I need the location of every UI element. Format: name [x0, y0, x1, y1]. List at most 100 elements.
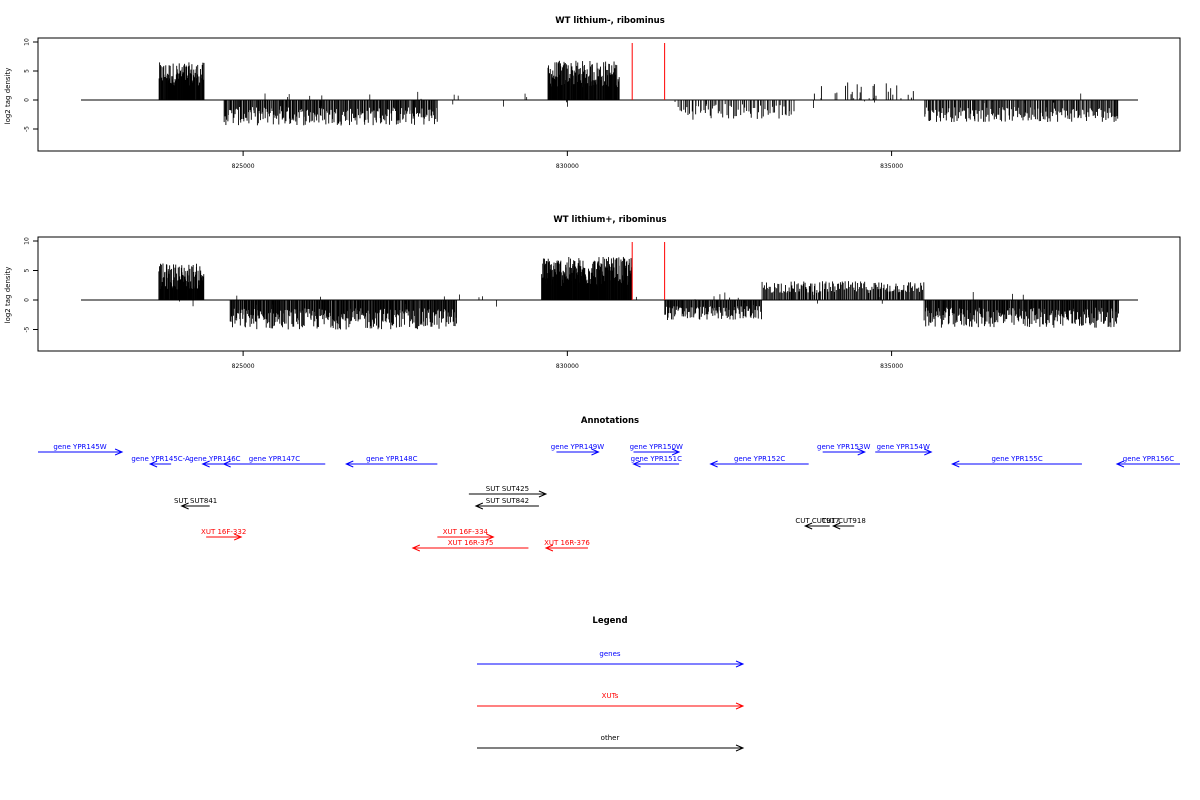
plot-frame: [37, 37, 1181, 152]
annotation-feature: gene YPR152C: [709, 455, 809, 468]
y-tick-label: 0: [24, 298, 31, 302]
arrow-head-left-icon: [222, 460, 231, 468]
x-tick-label: 835000: [880, 163, 903, 170]
annotation-feature: gene YPR146C: [189, 455, 241, 468]
feature-label: gene YPR151C: [631, 455, 682, 463]
feature-label: gene YPR150W: [630, 443, 683, 451]
arrow-head-left-icon: [951, 460, 960, 468]
arrow-head-left-icon: [632, 460, 641, 468]
feature-label: gene YPR156C: [1123, 455, 1174, 463]
x-tick-label: 835000: [880, 363, 903, 370]
annotation-feature: SUT SUT425: [468, 485, 548, 498]
annotation-feature: gene YPR150W: [630, 443, 683, 456]
arrow-head-right-icon: [233, 533, 243, 541]
y-tick-label: 10: [24, 38, 31, 46]
marker-lines: [631, 43, 666, 100]
annotation-feature: XUT 16R-375: [411, 539, 529, 552]
track-panel-lithium-plus: WT lithium+, ribominus log2 tag density …: [4, 215, 1181, 370]
annotation-feature: gene YPR156C: [1115, 455, 1180, 468]
feature-label: gene YPR146C: [189, 455, 240, 463]
x-tick-label: 825000: [232, 163, 255, 170]
annotation-feature: gene YPR153W: [817, 443, 870, 456]
feature-label: XUT 16F-332: [201, 528, 246, 536]
y-axis-label: log2 tag density: [4, 267, 12, 324]
arrow-head-left-icon: [411, 544, 421, 552]
legend-item: genes: [477, 650, 745, 668]
feature-label: XUT 16R-376: [544, 539, 590, 547]
plot-frame: [37, 236, 1181, 352]
annotation-feature: gene YPR148C: [345, 455, 438, 468]
legend-item: other: [477, 734, 745, 752]
x-tick-label: 825000: [232, 363, 255, 370]
feature-label: XUT 16F-334: [443, 528, 489, 536]
feature-label: gene YPR153W: [817, 443, 870, 451]
arrow-head-right-icon: [735, 702, 745, 710]
legend-label: XUTs: [602, 692, 619, 700]
feature-label: gene YPR148C: [366, 455, 417, 463]
feature-label: gene YPR154W: [877, 443, 930, 451]
legend: Legend genes XUTs other: [477, 616, 745, 752]
arrow-head-right-icon: [486, 533, 495, 541]
panel-title: WT lithium-, ribominus: [555, 16, 665, 26]
arrow-head-right-icon: [924, 448, 933, 456]
feature-label: SUT SUT842: [486, 497, 529, 505]
annotation-feature: XUT 16R-376: [544, 539, 590, 552]
y-tick-label: -5: [24, 126, 31, 132]
arrow-head-right-icon: [591, 448, 600, 456]
density-bars: [81, 256, 1138, 330]
annotation-feature: CUT CUT918: [822, 517, 866, 530]
feature-label: gene YPR145C-A: [131, 455, 190, 463]
arrow-head-left-icon: [831, 522, 841, 530]
annotation-feature: gene YPR151C: [631, 455, 682, 468]
arrow-head-left-icon: [345, 460, 354, 468]
legend-item: XUTs: [477, 692, 745, 710]
annotation-feature: gene YPR149W: [551, 443, 604, 456]
arrow-head-right-icon: [671, 448, 681, 456]
axis-ticks: 825000 830000 835000 10 5 0 -5: [24, 38, 904, 170]
feature-label: gene YPR155C: [991, 455, 1042, 463]
feature-label: CUT CUT918: [822, 517, 866, 525]
annotation-feature: gene YPR147C: [222, 455, 326, 468]
annotation-feature: SUT SUT842: [474, 497, 539, 510]
legend-title: Legend: [592, 616, 627, 626]
arrow-head-left-icon: [201, 460, 210, 468]
annotation-feature: gene YPR145C-A: [131, 455, 190, 468]
legend-label: genes: [599, 650, 620, 658]
feature-label: gene YPR152C: [734, 455, 785, 463]
density-bars: [81, 60, 1138, 126]
y-tick-label: 5: [24, 69, 31, 73]
annotation-feature: gene YPR155C: [951, 455, 1082, 468]
annotation-feature: gene YPR145W: [38, 443, 124, 456]
arrow-head-right-icon: [735, 744, 745, 752]
y-axis-label: log2 tag density: [4, 68, 12, 125]
y-tick-label: 5: [24, 268, 31, 272]
feature-label: gene YPR147C: [249, 455, 300, 463]
arrow-head-left-icon: [709, 460, 718, 468]
arrow-head-left-icon: [803, 522, 813, 530]
feature-label: SUT SUT841: [174, 497, 217, 505]
feature-label: SUT SUT425: [486, 485, 529, 493]
marker-lines: [631, 242, 666, 300]
y-tick-label: 10: [24, 237, 31, 245]
arrow-head-left-icon: [148, 460, 158, 468]
arrow-head-left-icon: [180, 502, 189, 510]
feature-label: CUT CUT917: [795, 517, 839, 525]
annotation-features: gene YPR145W gene YPR145C-A gene YPR146C ge…: [38, 443, 1180, 552]
arrow-head-right-icon: [114, 448, 124, 456]
legend-label: other: [601, 734, 620, 742]
annotation-feature: XUT 16F-334: [437, 528, 495, 541]
arrow-head-left-icon: [544, 544, 554, 552]
annotation-feature: gene YPR154W: [875, 443, 933, 456]
feature-label: gene YPR149W: [551, 443, 604, 451]
arrow-head-right-icon: [735, 660, 745, 668]
annotation-feature: SUT SUT841: [174, 497, 217, 510]
arrow-head-right-icon: [857, 448, 866, 456]
arrow-head-left-icon: [1115, 460, 1125, 468]
x-tick-label: 830000: [556, 363, 579, 370]
y-tick-label: 0: [24, 98, 31, 102]
track-panel-lithium-minus: WT lithium-, ribominus log2 tag density …: [4, 16, 1181, 170]
arrow-head-left-icon: [474, 502, 484, 510]
axis-ticks: 825000 830000 835000 10 5 0 -5: [24, 237, 904, 370]
